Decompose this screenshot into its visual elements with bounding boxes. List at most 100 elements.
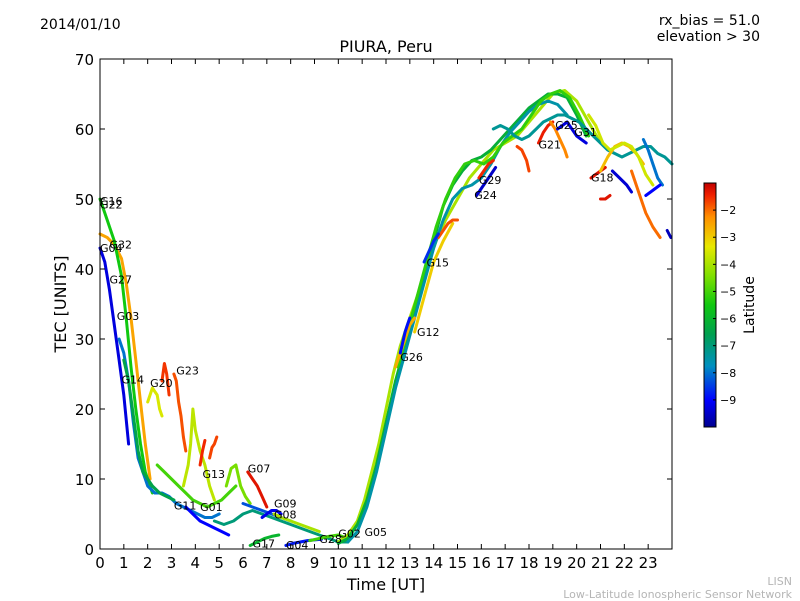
- y-axis-ticks: 0 10 20 30 40 50 60 70: [75, 51, 672, 559]
- colorbar: [703, 182, 717, 428]
- satellite-track-6: [160, 362, 171, 397]
- x-tick-label: 21: [591, 554, 610, 572]
- satellite-label: G20: [150, 377, 173, 390]
- satellite-label: G24: [474, 189, 497, 202]
- colorbar-tick-label: −8: [720, 367, 736, 380]
- y-tick-label: 10: [75, 471, 94, 489]
- satellite-label: G25: [555, 119, 578, 132]
- satellite-track-12: [184, 505, 231, 537]
- satellite-label: G13: [203, 468, 226, 481]
- satellite-label: G31: [574, 126, 597, 139]
- y-tick-label: 70: [75, 51, 94, 69]
- y-tick-label: 30: [75, 331, 94, 349]
- satellite-track-22: [336, 89, 602, 544]
- colorbar-tick-label: −3: [720, 231, 736, 244]
- satellite-label: G22: [100, 199, 123, 212]
- colorbar-label: Latitude: [742, 276, 758, 334]
- satellite-track-28: [413, 222, 455, 334]
- satellite-label: G07: [248, 463, 271, 476]
- x-tick-label: 13: [400, 554, 419, 572]
- satellite-track-26: [394, 316, 417, 369]
- satellite-track-36: [549, 120, 569, 159]
- x-tick-label: 18: [519, 554, 538, 572]
- x-tick-label: 20: [567, 554, 586, 572]
- satellite-track-33: [491, 113, 674, 166]
- x-tick-label: 16: [472, 554, 491, 572]
- satellite-track-34: [515, 145, 531, 173]
- x-tick-label: 11: [353, 554, 372, 572]
- x-tick-label: 17: [496, 554, 515, 572]
- satellite-track-37: [556, 120, 588, 145]
- footer-lisn: LISN: [767, 575, 792, 588]
- colorbar-tick-label: −6: [720, 313, 736, 326]
- satellite-label: G23: [176, 365, 199, 378]
- satellite-track-30: [422, 232, 440, 264]
- x-tick-label: 9: [310, 554, 320, 572]
- x-tick-label: 5: [214, 554, 224, 572]
- satellite-track-1: [98, 197, 154, 495]
- satellite-label: G04: [286, 539, 309, 552]
- satellite-label: G15: [427, 257, 450, 270]
- satellite-label: G05: [365, 526, 388, 539]
- satellite-track-7: [172, 372, 188, 453]
- y-axis-label: TEC [UNITS]: [51, 256, 70, 354]
- x-tick-label: 12: [376, 554, 395, 572]
- colorbar-tick-label: −4: [720, 258, 736, 271]
- satellite-label: G03: [117, 310, 140, 323]
- satellite-track-11: [155, 463, 238, 509]
- satellite-track-42: [630, 169, 662, 239]
- satellite-label: G01: [200, 501, 223, 514]
- elevation-label: elevation > 30: [656, 29, 760, 45]
- satellite-label: G18: [591, 171, 614, 184]
- satellite-track-44: [610, 169, 633, 194]
- satellite-label: G21: [539, 138, 562, 151]
- satellite-label: G27: [110, 274, 133, 287]
- satellite-label: G32: [110, 239, 133, 252]
- satellite-track-45: [644, 183, 662, 197]
- satellite-track-15: [246, 470, 269, 509]
- x-tick-label: 6: [238, 554, 248, 572]
- colorbar-tick-label: −9: [720, 394, 736, 407]
- x-tick-label: 0: [95, 554, 105, 572]
- satellite-track-4: [122, 358, 176, 502]
- x-tick-label: 23: [639, 554, 658, 572]
- satellite-label: G11: [174, 500, 197, 513]
- satellite-label: G09: [274, 498, 297, 511]
- receiver-info: rx_bias = 51.0 elevation > 30: [657, 13, 760, 45]
- satellite-track-46: [665, 229, 673, 239]
- x-tick-label: 4: [191, 554, 201, 572]
- satellite-label: G12: [417, 326, 440, 339]
- satellite-track-0: [98, 232, 152, 481]
- satellite-label: G17: [253, 537, 276, 550]
- satellite-track-31: [475, 166, 498, 197]
- satellite-label: G04: [100, 242, 123, 255]
- y-tick-label: 60: [75, 121, 94, 139]
- satellite-track-8: [181, 407, 216, 502]
- satellite-label: G14: [122, 374, 145, 387]
- series-layer: [98, 89, 674, 547]
- satellite-track-40: [599, 194, 612, 201]
- satellite-track-2: [98, 246, 131, 446]
- satellite-track-10: [208, 435, 219, 460]
- x-tick-label: 1: [119, 554, 129, 572]
- satellite-label: G16: [100, 195, 123, 208]
- satellite-track-32: [477, 159, 495, 180]
- x-tick-label: 3: [167, 554, 177, 572]
- satellite-label: G08: [274, 509, 297, 522]
- satellite-label: G28: [319, 533, 342, 546]
- satellite-track-13: [224, 463, 252, 505]
- satellite-label: G26: [400, 351, 423, 364]
- y-tick-label: 50: [75, 191, 94, 209]
- satellite-track-27: [398, 316, 412, 355]
- y-tick-label: 20: [75, 401, 94, 419]
- satellite-track-29: [436, 218, 459, 239]
- satellite-track-17: [260, 509, 283, 519]
- satellite-track-24: [346, 99, 569, 544]
- satellite-track-18: [272, 512, 321, 533]
- x-tick-label: 8: [286, 554, 296, 572]
- x-tick-label: 22: [615, 554, 634, 572]
- colorbar-ticks: −2 −3 −4 −5 −6 −7 −8 −9: [713, 204, 736, 407]
- x-tick-label: 14: [424, 554, 443, 572]
